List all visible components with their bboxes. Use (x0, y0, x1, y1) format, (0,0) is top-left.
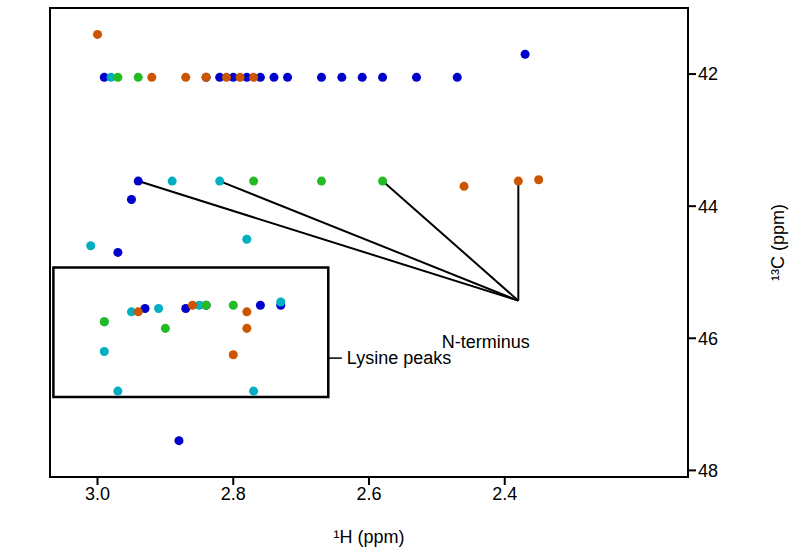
svg-text:¹H (ppm): ¹H (ppm) (334, 527, 405, 547)
svg-text:2.4: 2.4 (492, 484, 517, 504)
svg-text:N-terminus: N-terminus (442, 332, 530, 352)
svg-text:2.8: 2.8 (221, 484, 246, 504)
svg-text:48: 48 (698, 461, 718, 481)
svg-text:46: 46 (698, 329, 718, 349)
svg-text:¹³C (ppm): ¹³C (ppm) (768, 204, 788, 281)
svg-text:2.6: 2.6 (356, 484, 381, 504)
svg-text:44: 44 (698, 197, 718, 217)
svg-text:Lysine peaks: Lysine peaks (347, 348, 451, 368)
svg-text:3.0: 3.0 (85, 484, 110, 504)
svg-text:42: 42 (698, 64, 718, 84)
